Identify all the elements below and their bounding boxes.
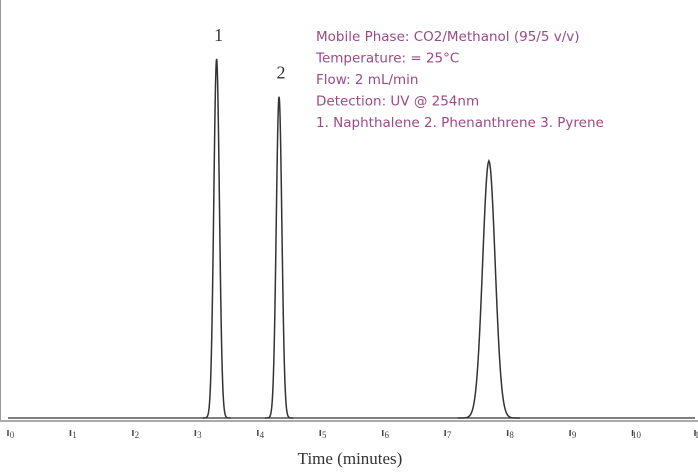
annotation: Flow: 2 mL/min: [316, 72, 418, 88]
peak-label: 1: [214, 25, 223, 45]
x-tick-label: 0: [10, 430, 15, 440]
x-axis-title: Time (minutes): [298, 449, 403, 468]
peak: [265, 96, 294, 419]
peak: [202, 58, 231, 419]
x-tick-label: 4: [260, 430, 265, 440]
annotation: Temperature: = 25°C: [315, 51, 459, 67]
x-tick-label: 9: [572, 430, 577, 440]
x-tick-label: 11: [695, 430, 698, 440]
x-tick-label: 2: [135, 430, 140, 440]
annotation: Detection: UV @ 254nm: [316, 94, 479, 110]
annotation: Mobile Phase: CO2/Methanol (95/5 v/v): [316, 29, 580, 45]
peak-label: 2: [277, 63, 286, 83]
peak: [457, 158, 521, 419]
x-tick-label: 8: [509, 430, 514, 440]
annotation: 1. Naphthalene 2. Phenanthrene 3. Pyrene: [316, 115, 604, 131]
x-tick-label: 10: [632, 430, 642, 440]
x-tick-label: 3: [197, 430, 202, 440]
x-tick-label: 1: [72, 430, 77, 440]
x-tick-label: 6: [384, 430, 389, 440]
x-tick-label: 5: [322, 430, 327, 440]
x-tick-label: 7: [447, 430, 452, 440]
